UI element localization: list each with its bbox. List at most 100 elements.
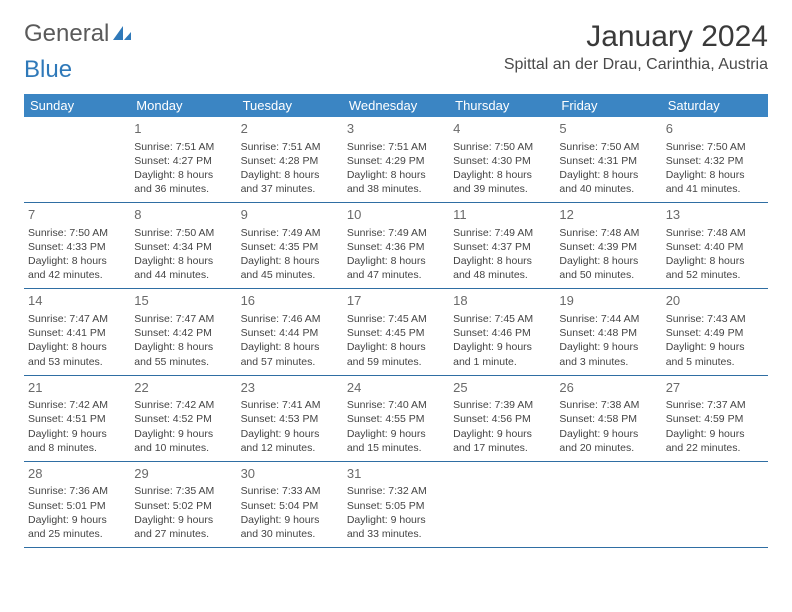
sunset-text: Sunset: 4:29 PM (347, 154, 445, 168)
daylight-text: and 39 minutes. (453, 182, 551, 196)
day-number: 31 (347, 465, 445, 483)
sunset-text: Sunset: 4:40 PM (666, 240, 764, 254)
day-number: 1 (134, 120, 232, 138)
calendar-week-row: 21Sunrise: 7:42 AMSunset: 4:51 PMDayligh… (24, 375, 768, 461)
calendar-day-cell: 21Sunrise: 7:42 AMSunset: 4:51 PMDayligh… (24, 375, 130, 461)
day-number: 26 (559, 379, 657, 397)
daylight-text: and 36 minutes. (134, 182, 232, 196)
sunset-text: Sunset: 4:45 PM (347, 326, 445, 340)
daylight-text: and 17 minutes. (453, 441, 551, 455)
daylight-text: and 33 minutes. (347, 527, 445, 541)
calendar-day-cell: 27Sunrise: 7:37 AMSunset: 4:59 PMDayligh… (662, 375, 768, 461)
sunrise-text: Sunrise: 7:49 AM (347, 226, 445, 240)
day-number: 29 (134, 465, 232, 483)
sunrise-text: Sunrise: 7:51 AM (134, 140, 232, 154)
sunset-text: Sunset: 4:58 PM (559, 412, 657, 426)
calendar-day-cell: 17Sunrise: 7:45 AMSunset: 4:45 PMDayligh… (343, 289, 449, 375)
sunrise-text: Sunrise: 7:51 AM (241, 140, 339, 154)
calendar-day-cell: 30Sunrise: 7:33 AMSunset: 5:04 PMDayligh… (237, 461, 343, 547)
day-number: 20 (666, 292, 764, 310)
day-number: 23 (241, 379, 339, 397)
sunrise-text: Sunrise: 7:48 AM (559, 226, 657, 240)
day-number: 15 (134, 292, 232, 310)
sunset-text: Sunset: 4:42 PM (134, 326, 232, 340)
daylight-text: Daylight: 8 hours (559, 168, 657, 182)
daylight-text: and 12 minutes. (241, 441, 339, 455)
sunrise-text: Sunrise: 7:46 AM (241, 312, 339, 326)
day-number: 11 (453, 206, 551, 224)
brand-logo: General (24, 20, 133, 48)
sunrise-text: Sunrise: 7:50 AM (453, 140, 551, 154)
daylight-text: and 52 minutes. (666, 268, 764, 282)
sunrise-text: Sunrise: 7:50 AM (666, 140, 764, 154)
sunset-text: Sunset: 4:34 PM (134, 240, 232, 254)
sunrise-text: Sunrise: 7:38 AM (559, 398, 657, 412)
brand-sail-icon (111, 24, 133, 44)
day-number: 2 (241, 120, 339, 138)
weekday-header: Wednesday (343, 94, 449, 117)
calendar-day-cell: 7Sunrise: 7:50 AMSunset: 4:33 PMDaylight… (24, 203, 130, 289)
daylight-text: and 30 minutes. (241, 527, 339, 541)
sunrise-text: Sunrise: 7:44 AM (559, 312, 657, 326)
daylight-text: and 42 minutes. (28, 268, 126, 282)
calendar-week-row: 7Sunrise: 7:50 AMSunset: 4:33 PMDaylight… (24, 203, 768, 289)
sunrise-text: Sunrise: 7:33 AM (241, 484, 339, 498)
sunset-text: Sunset: 4:33 PM (28, 240, 126, 254)
weekday-header: Sunday (24, 94, 130, 117)
calendar-day-cell: 23Sunrise: 7:41 AMSunset: 4:53 PMDayligh… (237, 375, 343, 461)
calendar-day-cell (449, 461, 555, 547)
daylight-text: Daylight: 8 hours (559, 254, 657, 268)
day-number: 18 (453, 292, 551, 310)
daylight-text: and 37 minutes. (241, 182, 339, 196)
calendar-day-cell: 5Sunrise: 7:50 AMSunset: 4:31 PMDaylight… (555, 117, 661, 203)
daylight-text: Daylight: 9 hours (347, 427, 445, 441)
daylight-text: and 59 minutes. (347, 355, 445, 369)
sunset-text: Sunset: 4:30 PM (453, 154, 551, 168)
sunrise-text: Sunrise: 7:42 AM (28, 398, 126, 412)
weekday-header: Saturday (662, 94, 768, 117)
daylight-text: Daylight: 8 hours (134, 340, 232, 354)
sunrise-text: Sunrise: 7:40 AM (347, 398, 445, 412)
location-line: Spittal an der Drau, Carinthia, Austria (504, 56, 768, 74)
sunrise-text: Sunrise: 7:35 AM (134, 484, 232, 498)
weekday-header-row: Sunday Monday Tuesday Wednesday Thursday… (24, 94, 768, 117)
daylight-text: and 3 minutes. (559, 355, 657, 369)
calendar-table: Sunday Monday Tuesday Wednesday Thursday… (24, 94, 768, 548)
sunset-text: Sunset: 4:32 PM (666, 154, 764, 168)
weekday-header: Friday (555, 94, 661, 117)
calendar-day-cell: 26Sunrise: 7:38 AMSunset: 4:58 PMDayligh… (555, 375, 661, 461)
brand-word-1: General (24, 20, 109, 48)
daylight-text: Daylight: 9 hours (241, 427, 339, 441)
sunrise-text: Sunrise: 7:37 AM (666, 398, 764, 412)
sunset-text: Sunset: 4:37 PM (453, 240, 551, 254)
weekday-header: Monday (130, 94, 236, 117)
daylight-text: Daylight: 8 hours (28, 254, 126, 268)
daylight-text: and 57 minutes. (241, 355, 339, 369)
daylight-text: Daylight: 9 hours (559, 427, 657, 441)
title-block: January 2024 Spittal an der Drau, Carint… (504, 20, 768, 74)
calendar-day-cell: 22Sunrise: 7:42 AMSunset: 4:52 PMDayligh… (130, 375, 236, 461)
day-number: 30 (241, 465, 339, 483)
sunrise-text: Sunrise: 7:51 AM (347, 140, 445, 154)
daylight-text: Daylight: 8 hours (28, 340, 126, 354)
daylight-text: Daylight: 8 hours (347, 254, 445, 268)
day-number: 7 (28, 206, 126, 224)
sunset-text: Sunset: 4:27 PM (134, 154, 232, 168)
daylight-text: Daylight: 8 hours (241, 340, 339, 354)
day-number: 24 (347, 379, 445, 397)
sunset-text: Sunset: 4:59 PM (666, 412, 764, 426)
calendar-day-cell: 1Sunrise: 7:51 AMSunset: 4:27 PMDaylight… (130, 117, 236, 203)
day-number: 17 (347, 292, 445, 310)
calendar-day-cell (24, 117, 130, 203)
sunset-text: Sunset: 4:46 PM (453, 326, 551, 340)
sunrise-text: Sunrise: 7:43 AM (666, 312, 764, 326)
sunset-text: Sunset: 4:31 PM (559, 154, 657, 168)
daylight-text: and 45 minutes. (241, 268, 339, 282)
sunrise-text: Sunrise: 7:48 AM (666, 226, 764, 240)
sunset-text: Sunset: 4:44 PM (241, 326, 339, 340)
sunrise-text: Sunrise: 7:45 AM (453, 312, 551, 326)
sunrise-text: Sunrise: 7:41 AM (241, 398, 339, 412)
calendar-day-cell: 8Sunrise: 7:50 AMSunset: 4:34 PMDaylight… (130, 203, 236, 289)
daylight-text: Daylight: 8 hours (241, 168, 339, 182)
daylight-text: and 44 minutes. (134, 268, 232, 282)
